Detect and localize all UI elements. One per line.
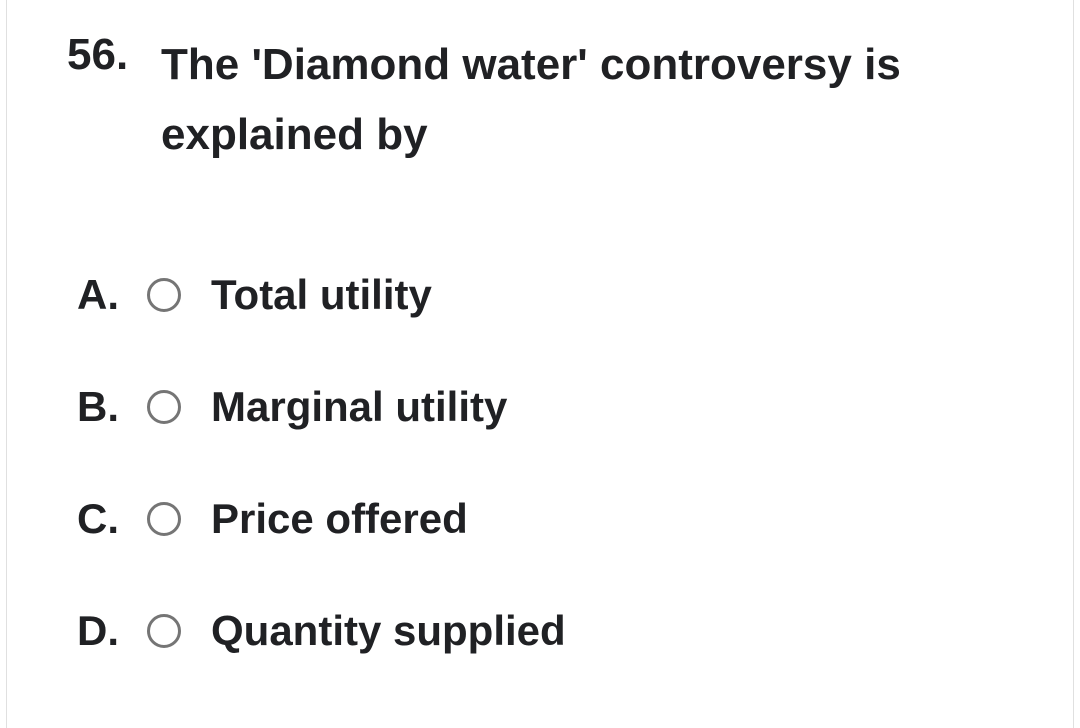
option-row-d[interactable]: D. Quantity supplied bbox=[77, 607, 1013, 655]
question-container: 56. The 'Diamond water' controversy is e… bbox=[6, 0, 1074, 728]
question-number: 56. bbox=[67, 30, 149, 80]
question-header: 56. The 'Diamond water' controversy is e… bbox=[67, 30, 1013, 171]
radio-icon[interactable] bbox=[147, 390, 181, 424]
option-letter: C. bbox=[77, 495, 147, 543]
option-row-a[interactable]: A. Total utility bbox=[77, 271, 1013, 319]
option-text: Marginal utility bbox=[211, 383, 507, 431]
option-row-b[interactable]: B. Marginal utility bbox=[77, 383, 1013, 431]
option-text: Total utility bbox=[211, 271, 432, 319]
option-text: Price offered bbox=[211, 495, 468, 543]
question-text: The 'Diamond water' controversy is expla… bbox=[161, 30, 1013, 171]
option-letter: D. bbox=[77, 607, 147, 655]
radio-icon[interactable] bbox=[147, 614, 181, 648]
option-letter: A. bbox=[77, 271, 147, 319]
option-text: Quantity supplied bbox=[211, 607, 566, 655]
option-row-c[interactable]: C. Price offered bbox=[77, 495, 1013, 543]
options-list: A. Total utility B. Marginal utility C. … bbox=[67, 271, 1013, 655]
radio-icon[interactable] bbox=[147, 502, 181, 536]
radio-icon[interactable] bbox=[147, 278, 181, 312]
option-letter: B. bbox=[77, 383, 147, 431]
